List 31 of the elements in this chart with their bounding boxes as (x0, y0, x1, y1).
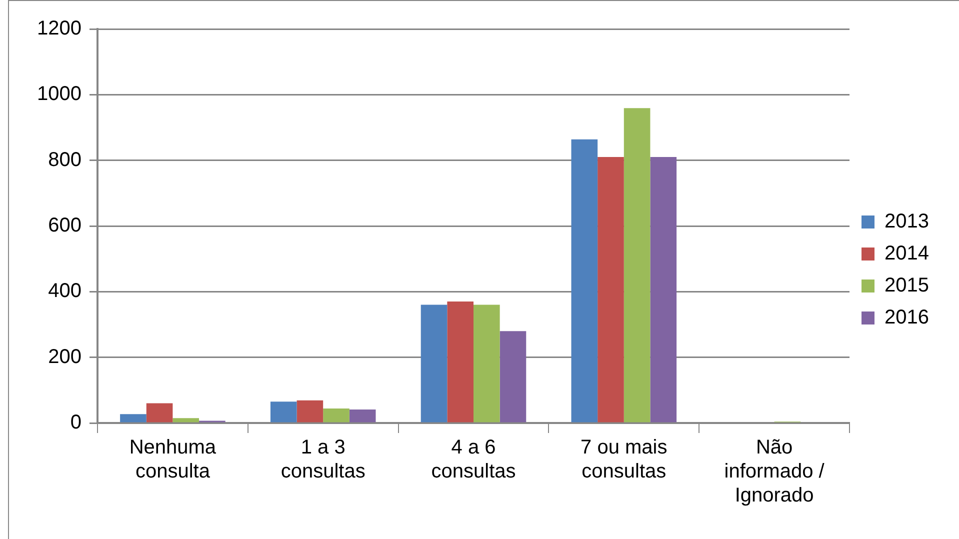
y-tick-label: 800 (48, 148, 82, 171)
x-tick-label: 7 ou mais consultas (580, 436, 668, 483)
bar (270, 402, 297, 422)
legend-label: 2015 (884, 274, 930, 297)
bar (172, 418, 200, 422)
y-tick-label: 600 (48, 214, 82, 237)
bar (146, 403, 173, 422)
legend-label: 2014 (884, 242, 930, 265)
x-tick-label: Não informado / Ignorado (724, 436, 825, 507)
bar (420, 304, 448, 422)
legend-label: 2013 (884, 210, 930, 233)
y-tick-label: 400 (48, 280, 82, 302)
bar (571, 139, 598, 422)
y-tick-label: 200 (48, 346, 82, 368)
y-tick-label: 0 (70, 412, 82, 434)
bar (624, 108, 650, 422)
bar (500, 331, 526, 422)
bar (323, 408, 350, 422)
x-tick-label: 4 a 6 consultas (431, 436, 516, 483)
bar (598, 157, 624, 422)
bar (474, 304, 500, 422)
bar (650, 157, 677, 422)
x-tick-label: Nenhuma consulta (129, 436, 217, 483)
bar (120, 414, 146, 422)
legend-label: 2016 (884, 306, 930, 329)
y-tick-label: 1200 (36, 18, 82, 40)
y-tick-label: 1000 (36, 83, 82, 106)
bar (296, 400, 324, 422)
bar (349, 410, 376, 422)
x-tick-label: 1 a 3 consultas (280, 436, 366, 483)
bar (447, 302, 474, 422)
